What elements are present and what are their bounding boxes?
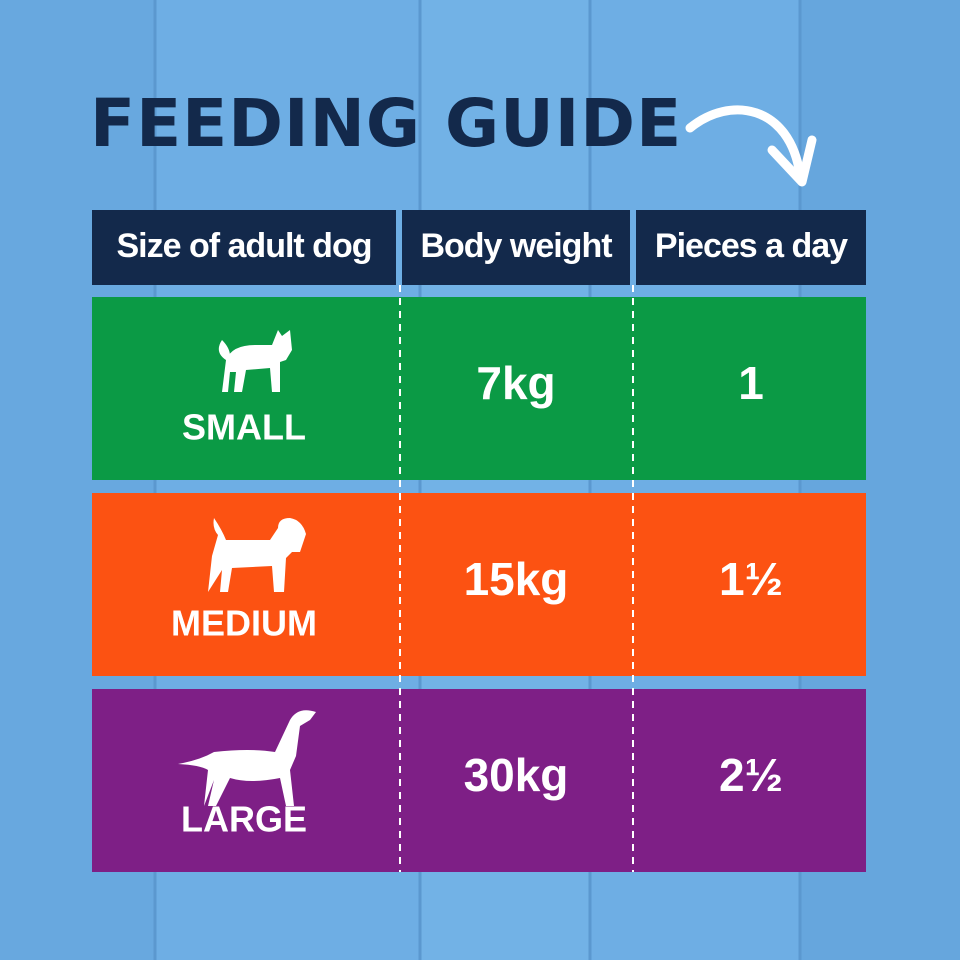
cell-value: 7kg	[476, 357, 555, 409]
header-cell	[92, 210, 396, 285]
size-label: SMALL	[182, 407, 306, 448]
header-cell	[636, 210, 866, 285]
cell-value: 30kg	[464, 749, 569, 801]
header-text: Pieces a day	[655, 227, 848, 265]
arrow	[685, 105, 817, 187]
cell-value: 2½	[719, 749, 783, 801]
dog-icons	[178, 330, 316, 806]
cell-value: 1½	[719, 553, 783, 605]
cell-value: 1	[738, 357, 764, 409]
header-text: Size of adult dog	[117, 227, 372, 265]
row-background	[92, 297, 866, 480]
header-cell	[402, 210, 630, 285]
cell-value: 15kg	[464, 553, 569, 605]
size-label: MEDIUM	[171, 603, 317, 644]
title: FEEDING GUIDE	[90, 85, 682, 162]
header-text: Body weight	[420, 227, 612, 265]
